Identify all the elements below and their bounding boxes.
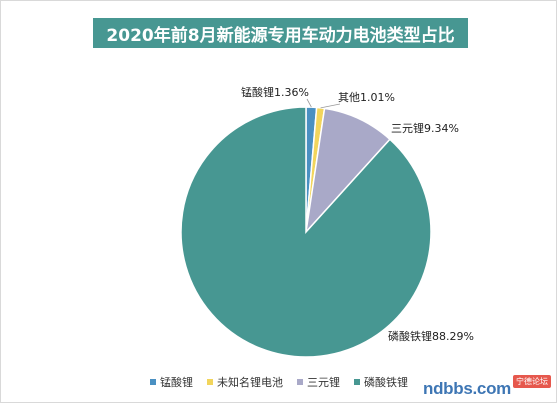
legend-swatch-1 [150, 379, 156, 385]
legend-item-2: 未知名锂电池 [207, 374, 283, 390]
leader-line-2 [320, 103, 341, 109]
legend-label-3: 三元锂 [307, 376, 340, 389]
chart-legend: 锰酸锂 未知名锂电池 三元锂 磷酸铁锂 [150, 374, 408, 390]
title-background [93, 18, 468, 48]
leader-line-1 [306, 98, 312, 108]
legend-item-3: 三元锂 [297, 374, 340, 390]
legend-swatch-2 [207, 379, 213, 385]
legend-swatch-3 [297, 379, 303, 385]
data-label-4: 磷酸铁锂88.29% [388, 329, 474, 343]
watermark-badge: 宁德论坛 [513, 374, 551, 388]
pie-slice-4 [180, 106, 432, 358]
watermark-text: ndbbs.com [423, 379, 511, 398]
legend-label-1: 锰酸锂 [160, 376, 193, 389]
watermark-logo: ndbbs.com 宁德论坛 [423, 374, 551, 399]
legend-item-4: 磷酸铁锂 [354, 374, 408, 390]
legend-label-2: 未知名锂电池 [217, 376, 283, 389]
legend-label-4: 磷酸铁锂 [364, 376, 408, 389]
chart-title: 2020年前8月新能源专用车动力电池类型占比 [106, 25, 455, 46]
legend-swatch-4 [354, 379, 360, 385]
data-label-2: 其他1.01% [338, 91, 395, 104]
legend-item-1: 锰酸锂 [150, 374, 193, 390]
data-label-1: 锰酸锂1.36% [241, 85, 309, 99]
data-label-3: 三元锂9.34% [391, 121, 459, 135]
